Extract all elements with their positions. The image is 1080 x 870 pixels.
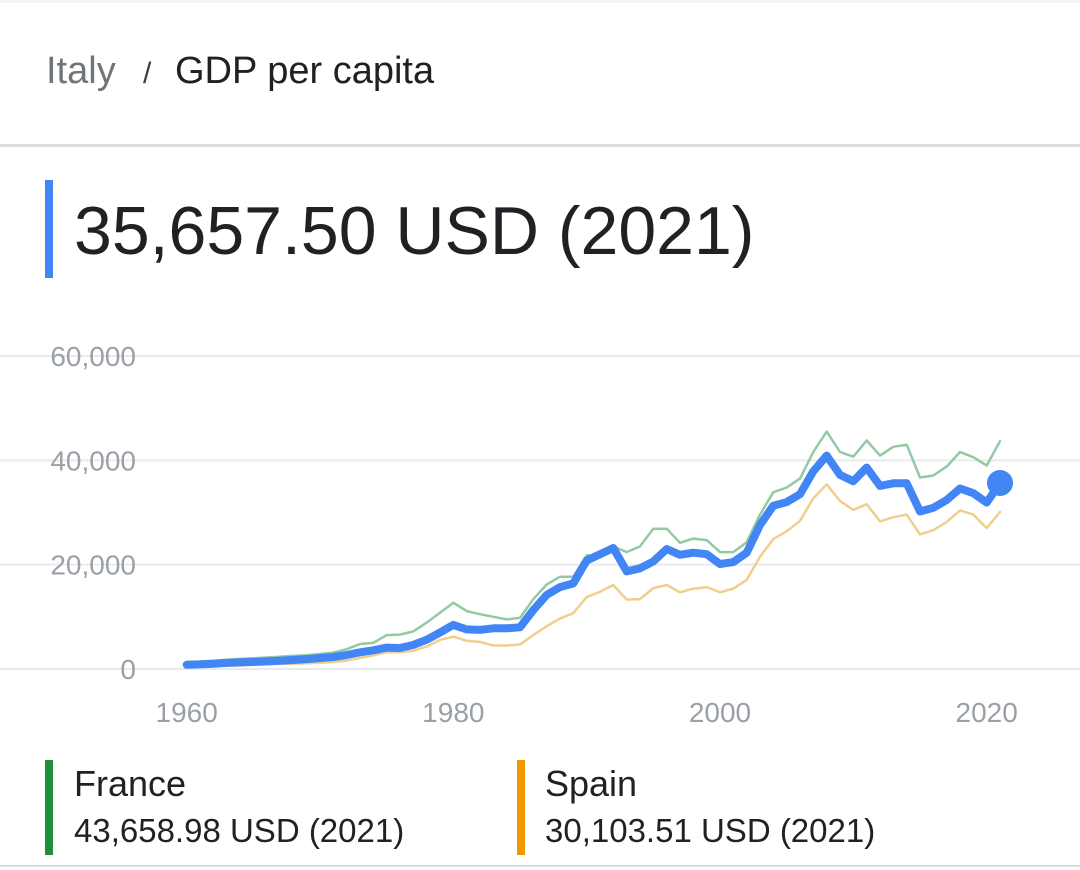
plot: 0 20,000 40,000 60,000 1960 1980 2000 2020	[0, 341, 1080, 728]
legend-name[interactable]: France	[74, 763, 186, 804]
legend-value: 30,103.51 USD (2021)	[545, 812, 875, 849]
legend-swatch	[45, 760, 53, 855]
latest-point	[987, 469, 1013, 496]
legend-swatch	[517, 760, 525, 855]
x-tick-label: 2020	[956, 697, 1018, 728]
y-tick-label: 60,000	[50, 341, 136, 372]
headline: 35,657.50 USD (2021)	[74, 193, 754, 269]
x-tick-label: 1960	[156, 697, 218, 728]
series-line	[182, 451, 1004, 669]
divider	[0, 144, 1080, 147]
legend-name[interactable]: Spain	[545, 763, 637, 804]
y-tick-label: 20,000	[50, 550, 136, 581]
top-edge	[0, 0, 1080, 3]
y-tick-label: 40,000	[50, 445, 136, 476]
x-tick-label: 2000	[689, 697, 751, 728]
legend-value: 43,658.98 USD (2021)	[74, 812, 404, 849]
series-line	[185, 430, 1002, 664]
headline-accent	[45, 180, 53, 278]
y-tick-label: 0	[120, 654, 136, 685]
chart-title: GDP per capita	[175, 50, 435, 92]
breadcrumb-separator: /	[143, 57, 152, 90]
breadcrumb-country[interactable]: Italy	[46, 50, 116, 92]
series-line	[185, 483, 1002, 669]
bottom-edge	[0, 865, 1080, 867]
x-tick-label: 1980	[422, 697, 484, 728]
